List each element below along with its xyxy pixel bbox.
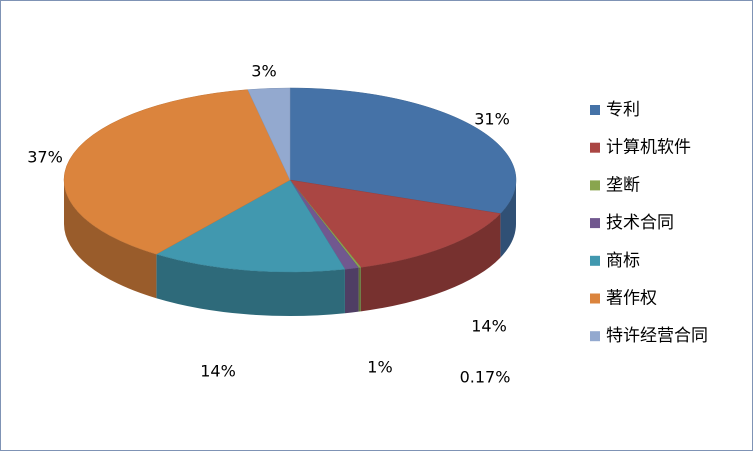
data-label: 1%	[367, 358, 392, 377]
legend-swatch	[590, 218, 600, 229]
labels: 31% 14% 0.17% 1% 14% 37% 3%	[27, 62, 510, 387]
pie-slice	[247, 87, 291, 181]
pie-tops	[63, 87, 517, 273]
legend-label: 专利	[606, 100, 640, 120]
legend-swatch	[590, 180, 600, 191]
legend-swatch	[590, 331, 600, 342]
legend-label: 计算机软件	[606, 138, 691, 158]
data-label: 14%	[200, 362, 236, 381]
legend-swatch	[590, 255, 600, 266]
legend-label: 技术合同	[606, 213, 674, 233]
legend-swatch	[590, 293, 600, 304]
data-label: 37%	[27, 148, 63, 167]
legend-label: 特许经营合同	[606, 326, 708, 346]
pie-slice	[155, 179, 346, 273]
data-label: 3%	[251, 62, 276, 81]
pie-side	[358, 267, 361, 312]
pie-side	[500, 180, 516, 258]
data-label: 31%	[474, 110, 510, 129]
data-label: 14%	[471, 317, 507, 336]
pie-side	[64, 180, 157, 299]
pie-slice	[63, 89, 291, 255]
pie-side	[156, 254, 345, 317]
data-label: 0.17%	[460, 368, 511, 387]
legend-swatch	[590, 105, 600, 115]
legend-label: 垄断	[606, 175, 640, 195]
pie-side	[344, 267, 359, 314]
legend-label: 著作权	[606, 289, 657, 309]
pie-slice	[289, 87, 517, 214]
legend-swatch	[590, 142, 600, 153]
legend-label: 商标	[606, 251, 640, 271]
pie-slice	[289, 179, 501, 268]
